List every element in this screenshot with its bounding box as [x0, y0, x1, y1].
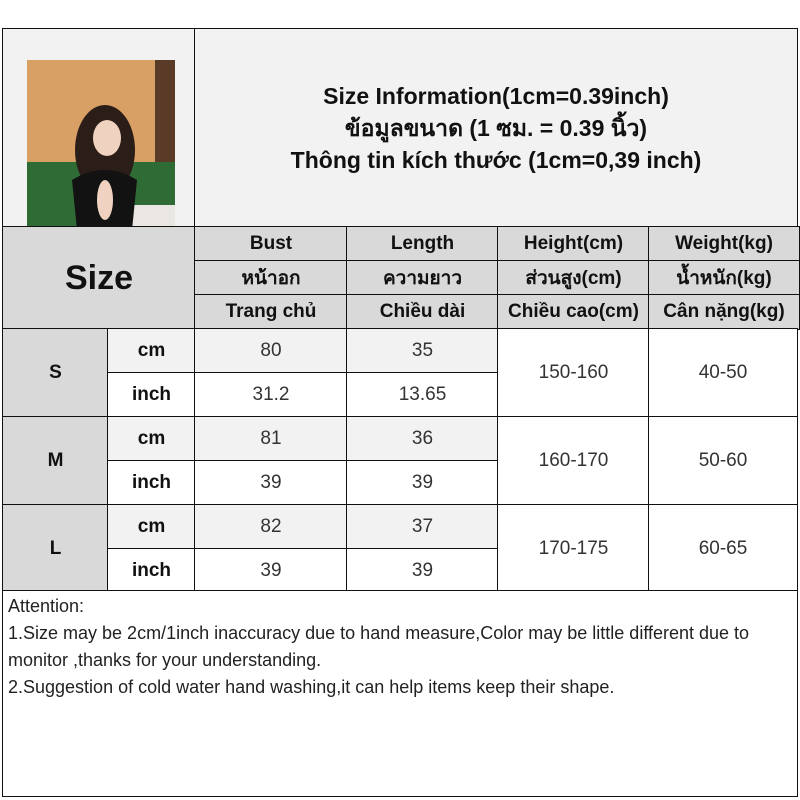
height-range-cell: 170-175 [497, 504, 650, 594]
column-header-th: ส่วนสูง(cm) [497, 260, 650, 296]
unit-label-inch: inch [107, 548, 196, 594]
column-header-vi: Chiều dài [346, 294, 499, 330]
product-photo-cell [2, 28, 196, 252]
weight-range-cell: 50-60 [648, 416, 798, 506]
product-photo [27, 60, 175, 252]
bust-inch-cell: 31.2 [194, 372, 348, 418]
title-english: Size Information(1cm=0.39inch) [323, 83, 669, 109]
unit-label-inch: inch [107, 372, 196, 418]
size-label: L [2, 504, 109, 594]
unit-label-cm: cm [107, 504, 196, 550]
attention-note-2: 2.Suggestion of cold water hand washing,… [8, 677, 615, 697]
bust-inch-cell: 39 [194, 548, 348, 594]
column-header-vi: Chiều cao(cm) [497, 294, 650, 330]
column-header-vi: Cân nặng(kg) [648, 294, 800, 330]
column-header-en: Length [346, 226, 499, 262]
length-inch-cell: 39 [346, 548, 499, 594]
title-thai: ข้อมูลขนาด (1 ซม. = 0.39 นิ้ว) [344, 115, 648, 141]
height-range-cell: 150-160 [497, 328, 650, 418]
size-label: M [2, 416, 109, 506]
height-range-cell: 160-170 [497, 416, 650, 506]
unit-label-cm: cm [107, 328, 196, 374]
column-header-th: น้ำหนัก(kg) [648, 260, 800, 296]
size-label: S [2, 328, 109, 418]
length-cm-cell: 35 [346, 328, 499, 374]
unit-label-inch: inch [107, 460, 196, 506]
length-inch-cell: 39 [346, 460, 499, 506]
column-header-th: หน้าอก [194, 260, 348, 296]
bust-cm-cell: 82 [194, 504, 348, 550]
bust-inch-cell: 39 [194, 460, 348, 506]
bust-cm-cell: 81 [194, 416, 348, 462]
column-header-th: ความยาว [346, 260, 499, 296]
attention-heading: Attention: [8, 596, 85, 616]
column-header-vi: Trang chủ [194, 294, 348, 330]
size-header: Size [2, 226, 196, 330]
title-vietnamese: Thông tin kích thước (1cm=0,39 inch) [290, 147, 702, 173]
length-cm-cell: 37 [346, 504, 499, 550]
bust-cm-cell: 80 [194, 328, 348, 374]
weight-range-cell: 60-65 [648, 504, 798, 594]
column-header-en: Bust [194, 226, 348, 262]
length-inch-cell: 13.65 [346, 372, 499, 418]
column-header-en: Weight(kg) [648, 226, 800, 262]
attention-note-1: 1.Size may be 2cm/1inch inaccuracy due t… [8, 623, 750, 670]
attention-notes: Attention: 1.Size may be 2cm/1inch inacc… [2, 590, 798, 797]
column-header-en: Height(cm) [497, 226, 650, 262]
weight-range-cell: 40-50 [648, 328, 798, 418]
size-info-title: Size Information(1cm=0.39inch) ข้อมูลขนา… [194, 28, 798, 228]
unit-label-cm: cm [107, 416, 196, 462]
length-cm-cell: 36 [346, 416, 499, 462]
